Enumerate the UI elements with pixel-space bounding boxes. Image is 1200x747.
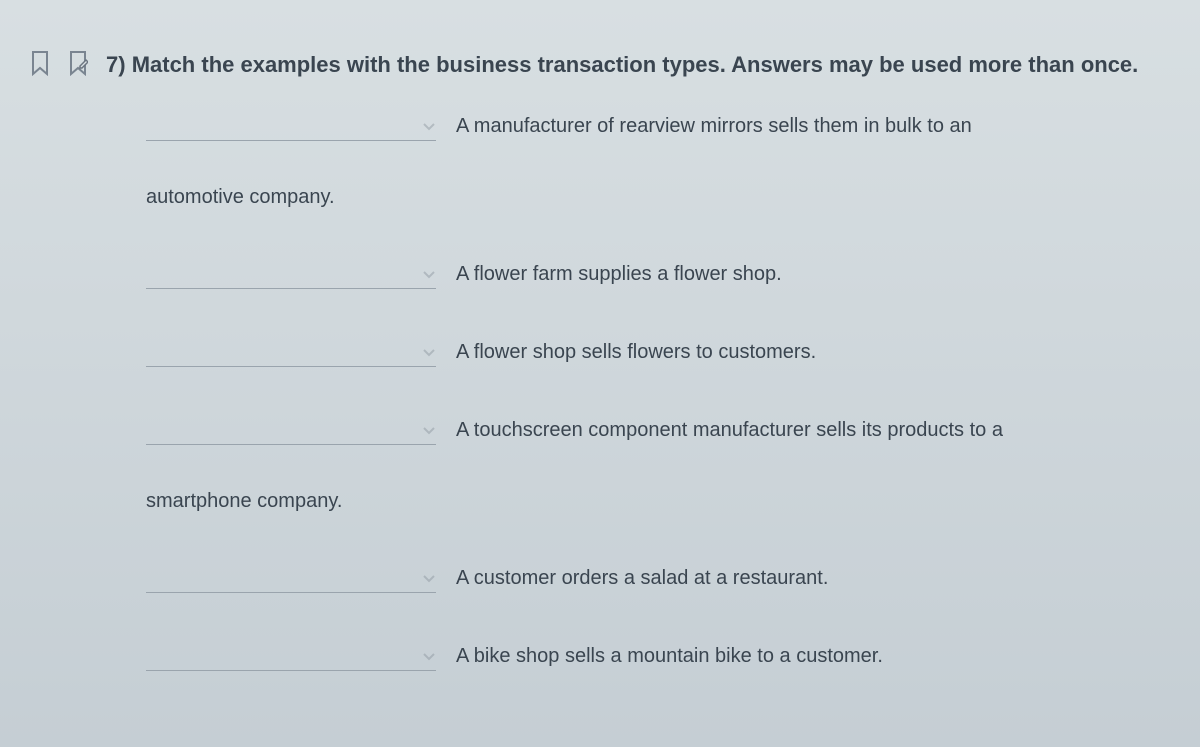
chevron-down-icon [422,571,436,585]
match-row: A flower shop sells flowers to customers… [146,337,1170,367]
bookmark-note-icon[interactable] [68,50,88,76]
answer-dropdown[interactable] [146,111,436,141]
statement-text: A bike shop sells a mountain bike to a c… [456,642,1170,670]
chevron-down-icon [422,345,436,359]
icon-group [30,50,88,76]
question-prompt: 7) Match the examples with the business … [106,48,1170,81]
match-row: A touchscreen component manufacturer sel… [146,415,1170,445]
match-row: A flower farm supplies a flower shop. [146,259,1170,289]
question-number: 7) [106,52,126,77]
answer-dropdown[interactable] [146,563,436,593]
statement-continuation: smartphone company. [146,487,1170,515]
statement-text: A touchscreen component manufacturer sel… [456,416,1170,444]
match-row: A manufacturer of rearview mirrors sells… [146,111,1170,141]
chevron-down-icon [422,119,436,133]
chevron-down-icon [422,649,436,663]
question-prompt-text: Match the examples with the business tra… [132,52,1139,77]
question-header: 7) Match the examples with the business … [30,48,1170,81]
statement-text: A flower farm supplies a flower shop. [456,260,1170,288]
question-body: A manufacturer of rearview mirrors sells… [30,111,1170,671]
statement-text: A customer orders a salad at a restauran… [456,564,1170,592]
match-row: A bike shop sells a mountain bike to a c… [146,641,1170,671]
answer-dropdown[interactable] [146,415,436,445]
statement-text: A flower shop sells flowers to customers… [456,338,1170,366]
answer-dropdown[interactable] [146,641,436,671]
answer-dropdown[interactable] [146,337,436,367]
answer-dropdown[interactable] [146,259,436,289]
statement-text: A manufacturer of rearview mirrors sells… [456,112,1170,140]
statement-continuation: automotive company. [146,183,1170,211]
bookmark-icon[interactable] [30,50,50,76]
match-row: A customer orders a salad at a restauran… [146,563,1170,593]
chevron-down-icon [422,423,436,437]
chevron-down-icon [422,267,436,281]
